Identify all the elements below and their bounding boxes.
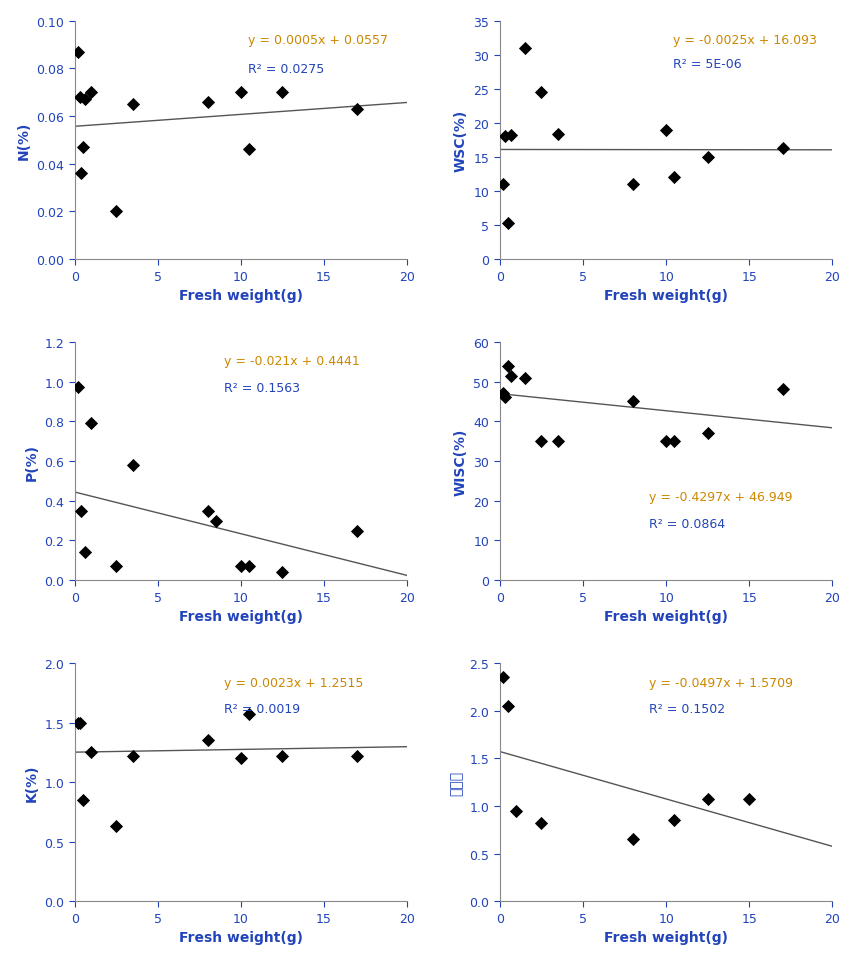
Point [201,504,214,519]
Point [498,130,512,145]
Point [276,86,290,101]
Point [518,41,531,57]
Point [84,86,98,101]
Point [276,565,290,580]
Text: R² = 0.0019: R² = 0.0019 [225,702,301,715]
Point [351,749,364,764]
Point [243,142,256,158]
Point [73,90,87,106]
Y-axis label: K(%): K(%) [25,764,39,801]
Point [776,382,789,398]
Point [518,371,531,386]
Point [501,699,515,714]
Point [535,86,548,101]
Point [551,128,565,143]
Point [84,416,98,431]
X-axis label: Fresh weight(g): Fresh weight(g) [179,609,303,624]
Text: R² = 0.0864: R² = 0.0864 [650,517,726,530]
X-axis label: Fresh weight(g): Fresh weight(g) [604,930,728,945]
Point [551,434,565,450]
Point [276,749,290,764]
Point [110,819,123,834]
Point [110,205,123,220]
Point [71,381,85,396]
Text: y = -0.021x + 0.4441: y = -0.021x + 0.4441 [225,355,360,368]
Point [78,92,92,108]
Point [73,715,87,730]
Point [78,545,92,560]
Point [234,86,248,101]
Point [742,792,756,807]
Point [76,140,90,156]
Point [71,715,85,730]
Text: R² = 0.0275: R² = 0.0275 [248,62,324,76]
Point [668,813,681,828]
Point [505,368,518,383]
Y-axis label: 사포닌: 사포닌 [450,770,464,795]
Text: R² = 5E-06: R² = 5E-06 [673,58,741,71]
Point [668,434,681,450]
Point [626,177,639,192]
Point [234,751,248,766]
Point [126,457,140,473]
X-axis label: Fresh weight(g): Fresh weight(g) [179,930,303,945]
Point [626,394,639,409]
Point [126,749,140,764]
Text: y = -0.0497x + 1.5709: y = -0.0497x + 1.5709 [650,676,794,689]
Y-axis label: N(%): N(%) [16,122,31,160]
Point [351,524,364,539]
Point [668,170,681,185]
Point [701,426,715,441]
Text: y = 0.0023x + 1.2515: y = 0.0023x + 1.2515 [225,676,363,689]
Point [71,45,85,61]
Y-axis label: P(%): P(%) [25,443,39,480]
Y-axis label: WISC(%): WISC(%) [454,428,468,495]
X-axis label: Fresh weight(g): Fresh weight(g) [604,609,728,624]
Point [701,150,715,165]
Point [626,832,639,848]
Point [84,745,98,760]
Point [234,559,248,575]
Text: R² = 0.1563: R² = 0.1563 [225,382,300,394]
Point [701,792,715,807]
Text: y = -0.4297x + 46.949: y = -0.4297x + 46.949 [650,491,793,504]
Text: R² = 0.1502: R² = 0.1502 [650,702,726,715]
Point [209,513,223,529]
Point [75,504,88,519]
Point [243,559,256,575]
Point [76,793,90,808]
Point [498,390,512,406]
Point [110,559,123,575]
Point [201,733,214,749]
Point [351,102,364,117]
Point [659,123,673,138]
Point [505,128,518,143]
Point [75,166,88,182]
Point [501,358,515,374]
Point [496,386,510,402]
Point [496,177,510,192]
Point [659,434,673,450]
Point [501,216,515,232]
X-axis label: Fresh weight(g): Fresh weight(g) [604,288,728,303]
Point [510,803,524,819]
X-axis label: Fresh weight(g): Fresh weight(g) [179,288,303,303]
Point [201,95,214,111]
Text: y = 0.0005x + 0.0557: y = 0.0005x + 0.0557 [248,35,387,47]
Point [535,816,548,831]
Point [496,670,510,685]
Point [126,97,140,112]
Text: y = -0.0025x + 16.093: y = -0.0025x + 16.093 [673,35,817,47]
Point [776,141,789,157]
Point [243,706,256,722]
Y-axis label: WSC(%): WSC(%) [454,110,468,172]
Point [535,434,548,450]
